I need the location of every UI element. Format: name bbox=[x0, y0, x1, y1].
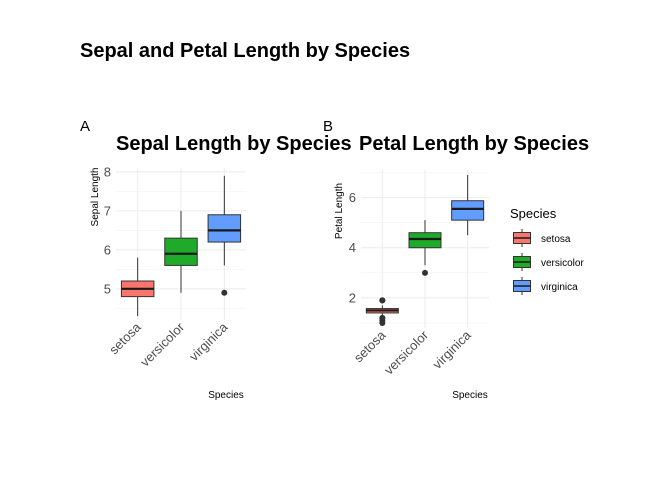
panel-b-ylabel: Petal Length bbox=[334, 183, 345, 239]
panel-a-xtick-label: setosa bbox=[106, 319, 144, 357]
panel-b-outlier-setosa bbox=[379, 297, 386, 304]
panel-b-ytick-label: 6 bbox=[349, 190, 356, 205]
panel-a: A Sepal Length by Species Sepal Length S… bbox=[80, 118, 352, 401]
panel-a-box-versicolor bbox=[164, 237, 198, 266]
panel-a-ytick-label: 6 bbox=[104, 242, 111, 257]
panel-a-ylabel: Sepal Length bbox=[90, 168, 101, 227]
panel-b-xtick-label: versicolor bbox=[381, 327, 431, 377]
legend-title: Species bbox=[510, 206, 557, 221]
panel-b-outlier-setosa bbox=[379, 314, 386, 321]
panel-b-ytick-label: 2 bbox=[349, 290, 356, 305]
panel-b-outlier-versicolor bbox=[422, 269, 428, 276]
panel-b-ytick-label: 4 bbox=[349, 240, 356, 255]
panel-b-tag: B bbox=[323, 118, 333, 135]
panel-a-xtick-label: versicolor bbox=[137, 319, 187, 369]
panel-a-outlier-virginica bbox=[221, 289, 228, 296]
panel-b-xtick-label: virginica bbox=[429, 327, 474, 372]
panel-b-box-versicolor bbox=[408, 232, 442, 249]
legend-label-setosa: setosa bbox=[541, 234, 571, 245]
panel-a-title: Sepal Length by Species bbox=[116, 133, 352, 155]
panel-a-tag: A bbox=[80, 118, 90, 135]
panel-a-ytick-label: 5 bbox=[104, 281, 111, 296]
panel-a-xlabel: Species bbox=[208, 390, 244, 401]
panel-a-xtick-label: virginica bbox=[186, 319, 231, 364]
panel-a-boxes bbox=[120, 175, 242, 317]
panel-a-ytick-label: 7 bbox=[104, 203, 111, 218]
figure-title: Sepal and Petal Length by Species bbox=[80, 40, 410, 62]
panel-a-box-virginica bbox=[207, 214, 242, 243]
legend-label-virginica: virginica bbox=[541, 282, 578, 293]
panel-b-title: Petal Length by Species bbox=[359, 133, 589, 155]
legend-label-versicolor: versicolor bbox=[541, 258, 584, 269]
legend: Species setosa versicolor virginica bbox=[510, 206, 584, 295]
panel-a-ytick-label: 8 bbox=[104, 164, 111, 179]
panel-b-boxes bbox=[365, 175, 485, 326]
panel-b-xlabel: Species bbox=[452, 390, 488, 401]
legend-items: setosa versicolor virginica bbox=[513, 229, 584, 295]
panel-b-xtick-label: setosa bbox=[351, 327, 389, 365]
panel-b-box-virginica bbox=[451, 200, 485, 221]
